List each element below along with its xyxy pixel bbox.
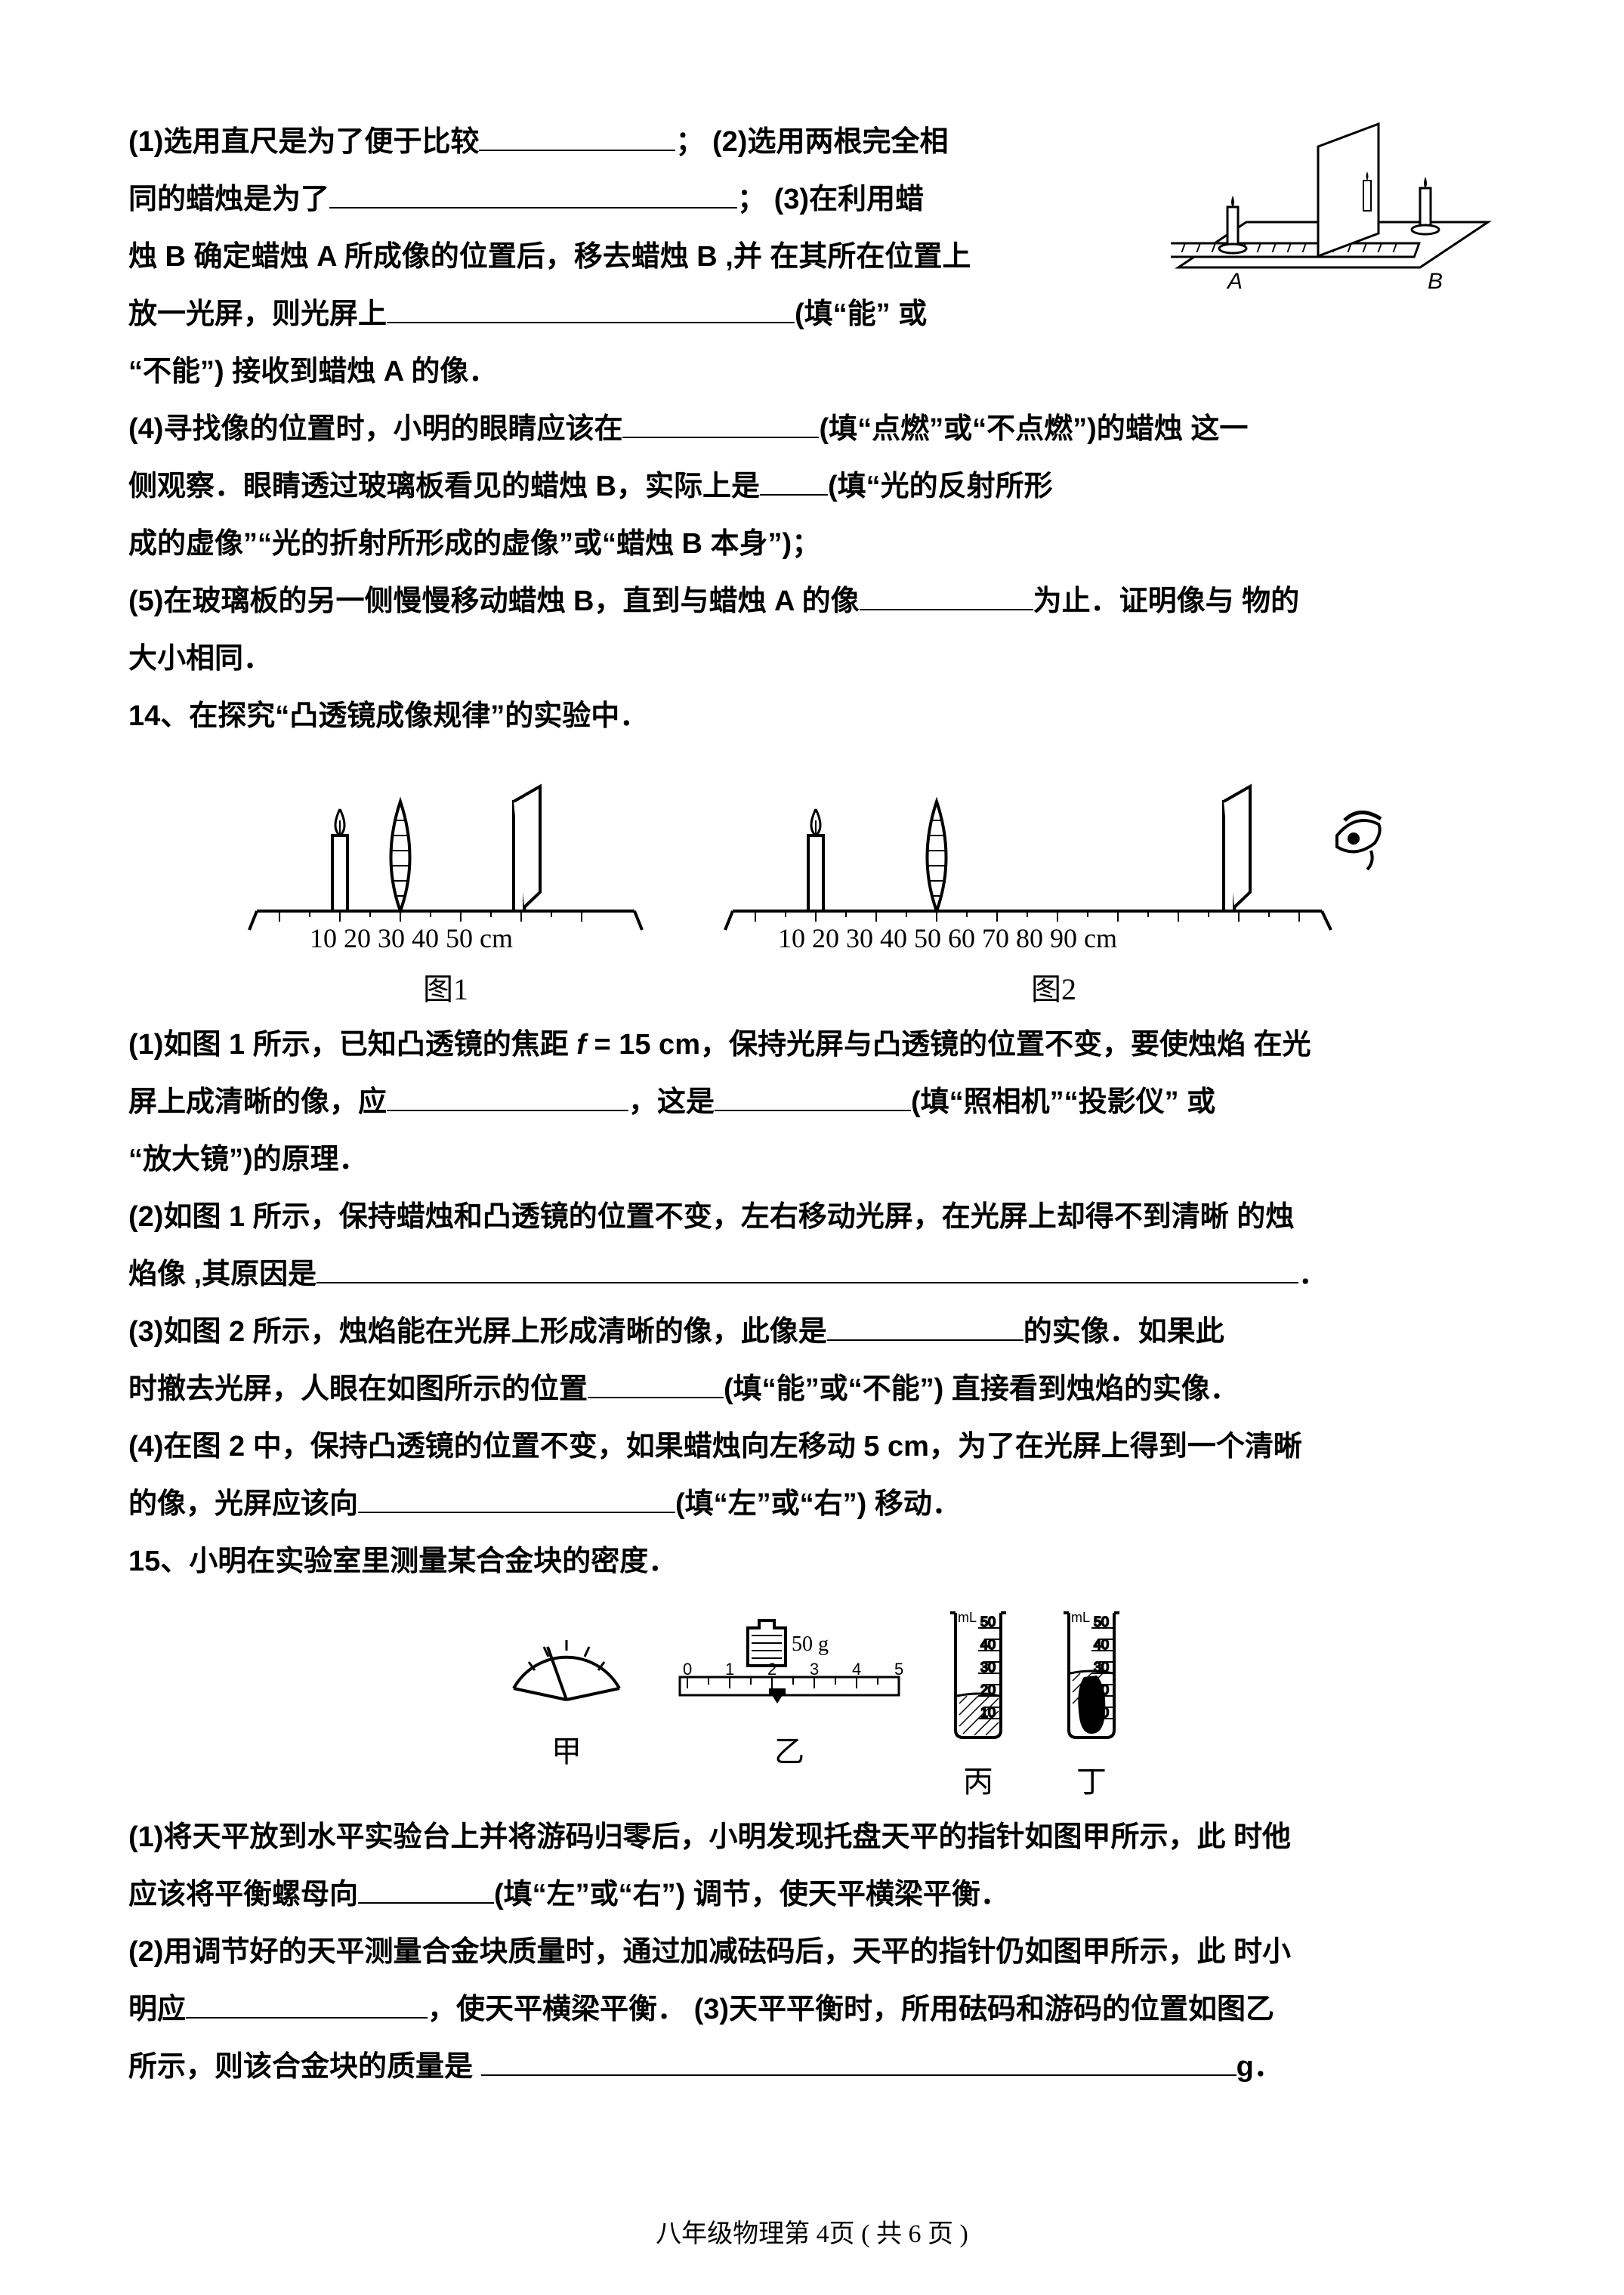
svg-text:mL: mL xyxy=(958,1610,977,1625)
q14-p7: 时撤去光屏，人眼在如图所示的位置(填“能”或“不能”) 直接看到烛焰的实像． xyxy=(128,1361,1496,1418)
svg-text:B: B xyxy=(1428,269,1443,294)
q14-p9: 的像，光屏应该向(填“左”或“右”) 移动． xyxy=(128,1475,1496,1533)
q13-mirror-figure: A B xyxy=(1171,116,1496,301)
q14-figures: 10 20 30 40 50 cm 图1 xyxy=(128,760,1496,1009)
q13-line10: 大小相同． xyxy=(128,630,1496,687)
svg-text:30: 30 xyxy=(980,1660,996,1675)
q14-p8: (4)在图 2 中，保持凸透镜的位置不变，如果蜡烛向左移动 5 cm，为了在光屏… xyxy=(128,1418,1496,1475)
q14-p3: “放大镜”)的原理． xyxy=(128,1131,1496,1188)
svg-text:0: 0 xyxy=(683,1660,692,1679)
svg-text:50: 50 xyxy=(1094,1614,1109,1629)
svg-text:10 20 30 40 50 60 70 80 90 cm: 10 20 30 40 50 60 70 80 90 cm xyxy=(778,923,1117,953)
svg-text:40: 40 xyxy=(980,1637,996,1652)
q15-cap-ding: 丁 xyxy=(1050,1757,1133,1801)
svg-text:5: 5 xyxy=(894,1660,903,1679)
q15-fig-yi: 50 g 0 1 2 3 4 5 xyxy=(672,1605,906,1719)
q14-fig1: 10 20 30 40 50 cm xyxy=(234,760,657,956)
q14-p2: 屏上成清晰的像，应，这是(填“照相机”“投影仪” 或 xyxy=(128,1073,1496,1131)
q14-fig2: 10 20 30 40 50 60 70 80 90 cm xyxy=(718,760,1390,956)
q13-line7: 侧观察．眼睛透过玻璃板看见的蜡烛 B，实际上是(填“光的反射所形 xyxy=(128,458,1496,515)
svg-text:10 20 30 40 50 cm: 10 20 30 40 50 cm xyxy=(310,923,513,953)
q14-fig2-caption: 图2 xyxy=(718,965,1390,1009)
q14-p1: (1)如图 1 所示，已知凸透镜的焦距 f = 15 cm，保持光屏与凸透镜的位… xyxy=(128,1016,1496,1073)
q13-line8: 成的虚像”“光的折射所形成的虚像”或“蜡烛 B 本身”)； xyxy=(128,515,1496,573)
q15-p2: 应该将平衡螺母向(填“左”或“右”) 调节，使天平横梁平衡． xyxy=(128,1866,1496,1923)
q15-p5: 所示，则该合金块的质量是 g． xyxy=(128,2038,1496,2096)
q14-title: 14、在探究“凸透镜成像规律”的实验中． xyxy=(128,687,1496,745)
svg-text:1: 1 xyxy=(725,1660,734,1679)
q14-p4: (2)如图 1 所示，保持蜡烛和凸透镜的位置不变，左右移动光屏，在光屏上却得不到… xyxy=(128,1188,1496,1246)
q13-line6: (4)寻找像的位置时，小明的眼睛应该在(填“点燃”或“不点燃”)的蜡烛 这一 xyxy=(128,400,1496,458)
q15-cap-yi: 乙 xyxy=(672,1727,906,1771)
svg-text:mL: mL xyxy=(1071,1610,1090,1625)
q13-line9: (5)在玻璃板的另一侧慢慢移动蜡烛 B，直到与蜡烛 A 的像为止．证明像与 物的 xyxy=(128,573,1496,630)
q15-cap-bing: 丙 xyxy=(937,1757,1020,1801)
q15-cap-jia: 甲 xyxy=(491,1727,642,1771)
svg-text:4: 4 xyxy=(852,1660,861,1679)
q15-fig-bing: mL 50 40 30 20 10 xyxy=(937,1605,1020,1749)
svg-text:A: A xyxy=(1226,269,1243,294)
q13-line5: “不能”) 接收到蜡烛 A 的像． xyxy=(128,343,1496,400)
q14-fig1-caption: 图1 xyxy=(234,965,657,1009)
svg-text:2: 2 xyxy=(767,1660,776,1679)
q14-p5: 焰像 ,其原因是． xyxy=(128,1246,1496,1303)
svg-text:3: 3 xyxy=(810,1660,819,1679)
q14-p6: (3)如图 2 所示，烛焰能在光屏上形成清晰的像，此像是的实像．如果此 xyxy=(128,1303,1496,1361)
page-footer: 八年级物理第 4页 ( 共 6 页 ) xyxy=(128,2213,1496,2250)
svg-text:50 g: 50 g xyxy=(792,1632,829,1656)
q15-fig-ding: mL 50 40 30 20 10 xyxy=(1050,1605,1133,1749)
q15-figures: 甲 50 g xyxy=(128,1605,1496,1801)
svg-text:10: 10 xyxy=(980,1705,996,1720)
svg-text:50: 50 xyxy=(980,1614,996,1629)
q15-p1: (1)将天平放到水平实验台上并将游码归零后，小明发现托盘天平的指针如图甲所示，此… xyxy=(128,1809,1496,1866)
q15-p4: 明应，使天平横梁平衡． (3)天平平衡时，所用砝码和游码的位置如图乙 xyxy=(128,1981,1496,2038)
q15-fig-jia xyxy=(491,1605,642,1719)
q15-title: 15、小明在实验室里测量某合金块的密度． xyxy=(128,1533,1496,1590)
q15-p3: (2)用调节好的天平测量合金块质量时，通过加减砝码后，天平的指针仍如图甲所示，此… xyxy=(128,1923,1496,1981)
svg-text:40: 40 xyxy=(1094,1637,1109,1652)
